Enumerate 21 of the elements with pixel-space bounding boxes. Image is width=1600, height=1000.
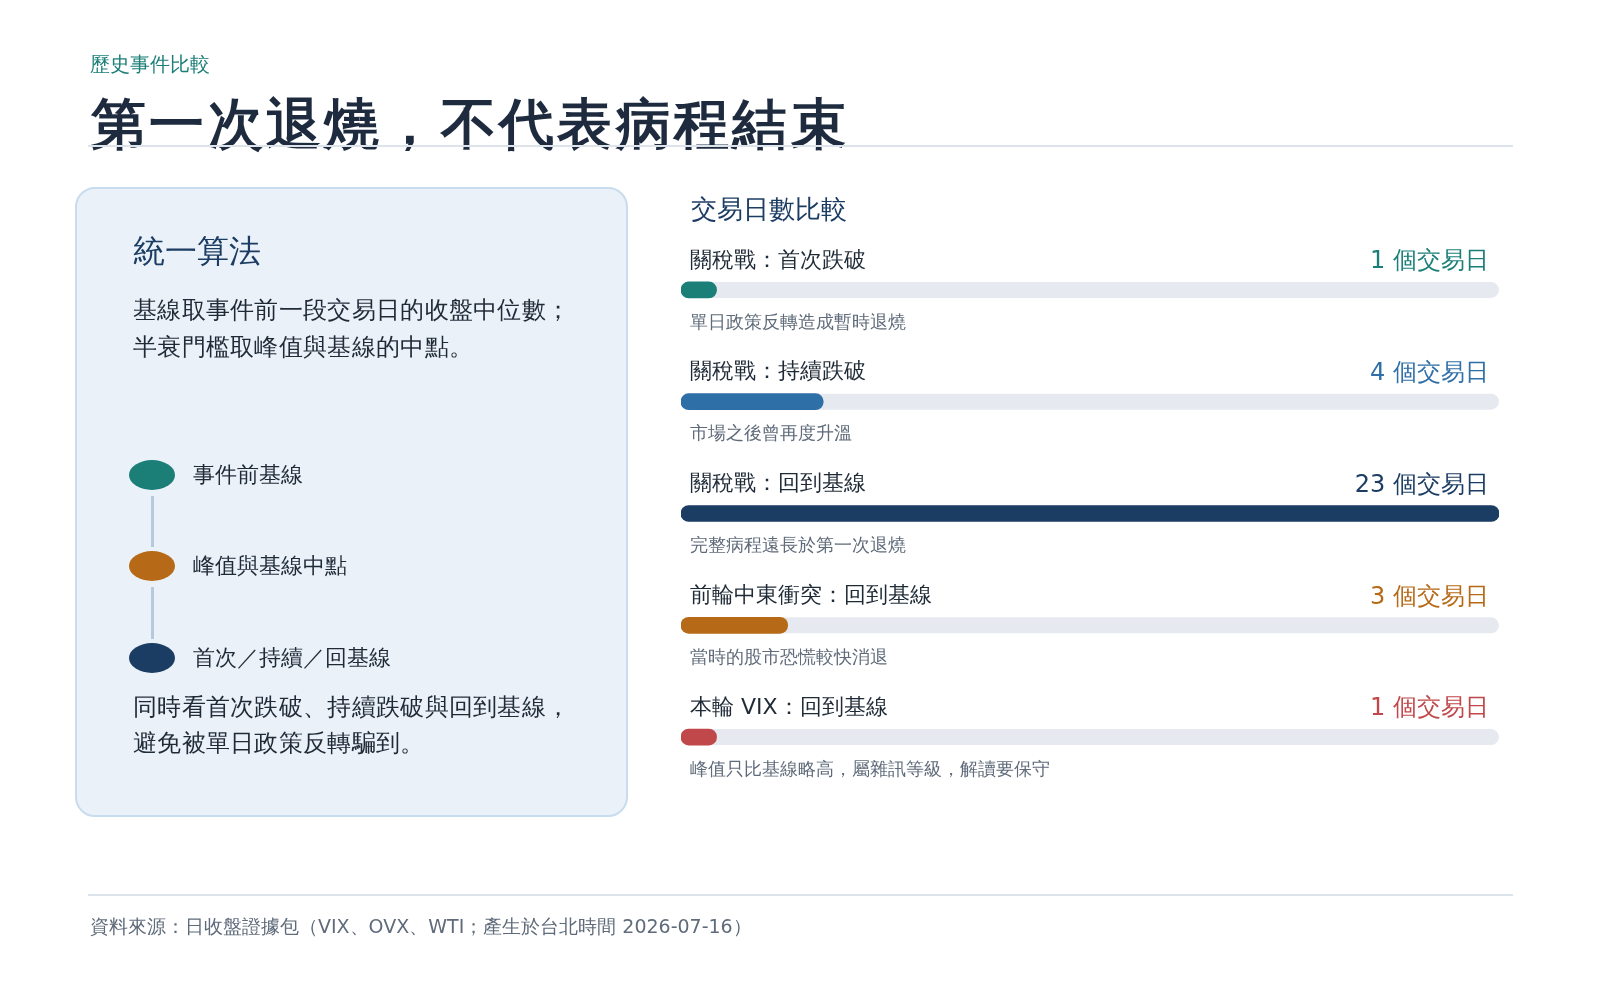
source-note: 資料來源：日收盤證據包（VIX、OVX、WTI；產生於台北時間 2026-07-16）	[90, 915, 752, 937]
data-label: 1 個交易日	[1370, 246, 1489, 275]
annotation: 峰值只比基線略高，屬雜訊等級，解讀要保守	[690, 757, 1050, 779]
method-card: 統一算法 基線取事件前一段交易日的收盤中位數；半衰門檻取峰值與基線的中點。 事件前基線 峰值與基線中點 首次／持續／回基線 同時看首次跌破、持續跌破與回到基線，避免被單日政策反轉騙到。	[75, 187, 628, 817]
bar	[681, 616, 789, 634]
annotation: 完整病程遠長於第一次退燒	[690, 534, 906, 556]
y-tick-label: 本輪 VIX：回到基線	[690, 693, 888, 719]
y-tick-label: 關稅戰：持續跌破	[690, 358, 866, 384]
bar	[681, 393, 824, 411]
data-label: 23 個交易日	[1354, 469, 1489, 498]
text: 歷史事件比較	[90, 52, 210, 76]
annotation: 單日政策反轉造成暫時退燒	[690, 310, 906, 332]
data-label: 1 個交易日	[1370, 693, 1489, 722]
chart-title: 交易日數比較	[691, 193, 847, 224]
data-label: 4 個交易日	[1370, 357, 1489, 386]
annotation: 市場之後曾再度升溫	[690, 422, 852, 444]
data-label: 3 個交易日	[1370, 581, 1489, 610]
y-tick-label: 關稅戰：回到基線	[690, 470, 866, 496]
y-tick-label: 前輪中東衝突：回到基線	[690, 582, 932, 608]
annotation: 當時的股市恐慌較快消退	[690, 645, 888, 667]
y-tick-label: 關稅戰：首次跌破	[690, 246, 866, 272]
